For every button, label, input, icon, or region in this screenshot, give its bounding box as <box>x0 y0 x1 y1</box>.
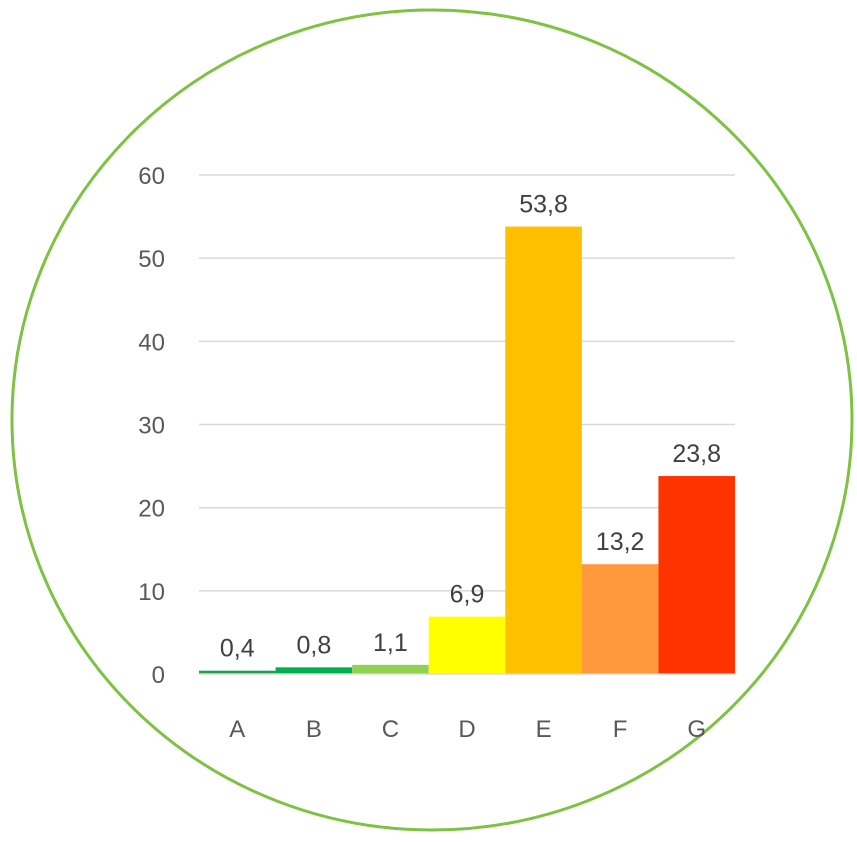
bar-d <box>428 616 506 674</box>
data-label-g: 23,8 <box>672 440 721 468</box>
y-tick-label: 0 <box>152 662 165 689</box>
bar-f <box>581 564 659 674</box>
x-category-label: C <box>382 716 399 743</box>
y-tick-label: 40 <box>138 329 165 356</box>
data-labels: 0,4 0,8 1,1 6,9 53,8 13,2 23,8 <box>220 191 721 663</box>
x-axis-labels: A B C D E F G <box>229 716 706 743</box>
data-label-e: 53,8 <box>519 191 568 219</box>
bar-a <box>199 670 276 674</box>
x-category-label: E <box>536 716 552 743</box>
y-tick-label: 20 <box>138 496 165 523</box>
bar-g <box>658 476 735 674</box>
data-label-d: 6,9 <box>450 581 485 609</box>
bar-b <box>275 667 353 674</box>
x-category-label: B <box>306 716 322 743</box>
x-category-label: G <box>687 716 706 743</box>
bar-c <box>352 664 429 674</box>
y-tick-label: 30 <box>138 413 165 440</box>
frame-circle <box>10 8 854 832</box>
x-category-label: D <box>458 716 475 743</box>
data-label-a: 0,4 <box>220 635 255 663</box>
y-tick-label: 10 <box>138 579 165 606</box>
data-label-b: 0,8 <box>296 631 331 659</box>
bar-e <box>505 226 582 674</box>
bars <box>199 226 735 674</box>
data-label-c: 1,1 <box>373 629 408 657</box>
y-tick-label: 50 <box>138 246 165 273</box>
x-category-label: F <box>613 716 628 743</box>
y-axis-ticks: 0 10 20 30 40 50 60 <box>138 163 165 689</box>
grid-lines <box>199 174 735 592</box>
data-label-f: 13,2 <box>596 528 645 556</box>
x-category-label: A <box>229 716 245 743</box>
y-tick-label: 60 <box>138 163 165 190</box>
